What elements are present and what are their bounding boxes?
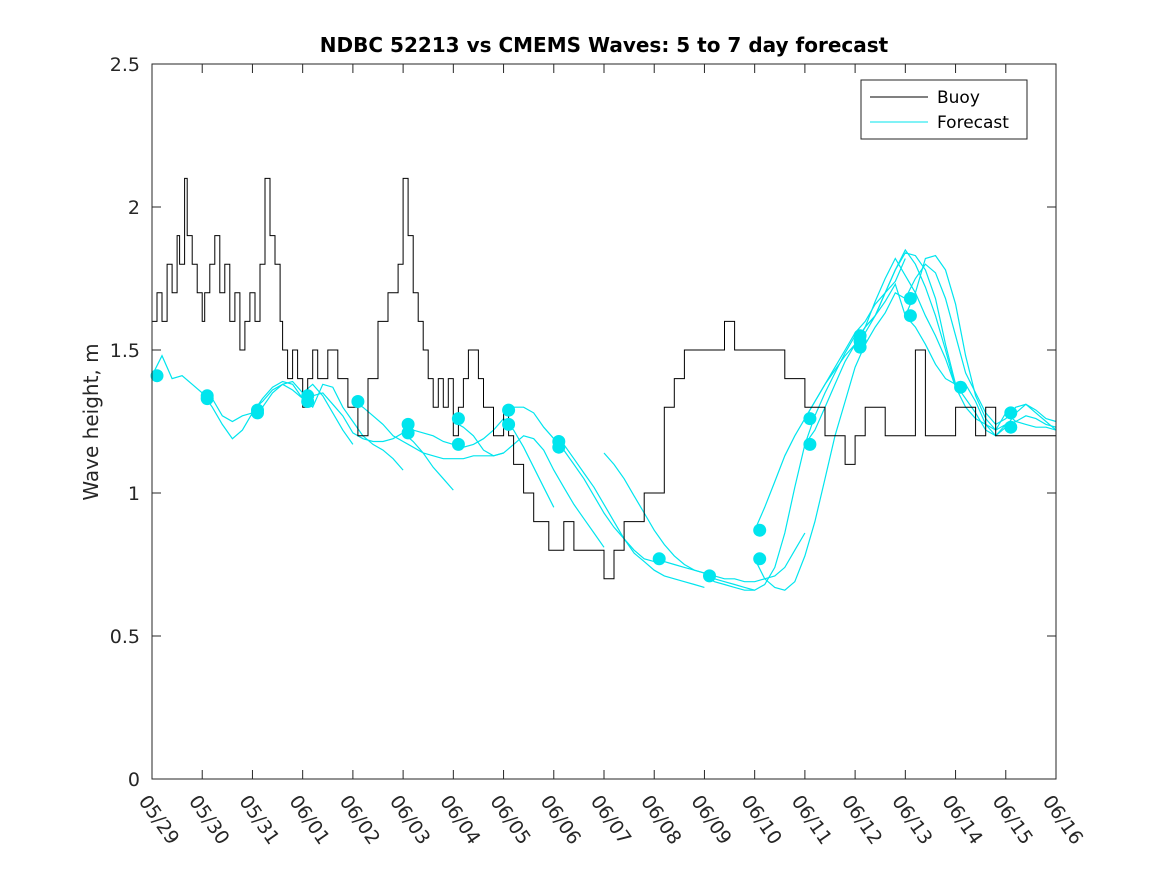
- x-tick-label-18: 06/16: [1038, 791, 1087, 848]
- x-tick-label-5: 06/03: [385, 791, 434, 848]
- x-tick-label-0: 05/29: [134, 791, 183, 848]
- axes-box: [151, 63, 1057, 780]
- chart-title: NDBC 52213 vs CMEMS Waves: 5 to 7 day fo…: [320, 33, 889, 57]
- plot-area: [150, 177, 1057, 591]
- forecast-trace-12: [754, 291, 906, 591]
- forecast-trace-14: [804, 252, 957, 445]
- x-tick-label-9: 06/07: [586, 791, 635, 848]
- forecast-marker-27: [954, 380, 968, 394]
- forecast-marker-12: [502, 403, 516, 417]
- forecast-trace-19: [904, 254, 1057, 431]
- forecast-trace-18: [904, 263, 1057, 426]
- forecast-marker-19: [753, 552, 767, 566]
- x-tick-label-3: 06/01: [285, 791, 334, 848]
- legend: Buoy Forecast: [860, 79, 1028, 140]
- buoy-series-line: [152, 177, 1056, 580]
- legend-buoy-label: Buoy: [937, 88, 980, 108]
- x-tick-label-7: 06/05: [485, 791, 534, 848]
- x-tick-label-4: 06/02: [335, 791, 384, 848]
- forecast-trace-11: [704, 335, 856, 591]
- legend-forecast-label: Forecast: [937, 113, 1009, 133]
- forecast-trace-15: [804, 257, 957, 419]
- x-tick-label-15: 06/13: [887, 791, 936, 848]
- forecast-marker-25: [903, 292, 917, 305]
- forecast-marker-4: [251, 406, 264, 420]
- y-tick-label-5: 2.5: [110, 54, 140, 76]
- x-tick-label-17: 06/15: [988, 791, 1037, 848]
- forecast-marker-24: [853, 340, 867, 354]
- x-tick-label-14: 06/12: [837, 791, 886, 848]
- forecast-marker-0: [150, 369, 164, 383]
- forecast-marker-11: [451, 437, 465, 451]
- x-tick-label-16: 06/14: [937, 791, 986, 848]
- y-axis-label: Wave height, m: [79, 343, 103, 500]
- axes: 00.511.522.505/29 05/30 05/31 06/01 06/02 06/…: [110, 54, 1088, 849]
- forecast-trace-5: [402, 417, 555, 508]
- y-tick-label-1: 0.5: [110, 626, 140, 648]
- forecast-marker-17: [703, 569, 716, 583]
- forecast-marker-7: [351, 395, 365, 408]
- forecast-marker-18: [753, 523, 767, 537]
- forecast-trace-16: [854, 248, 1007, 431]
- forecast-marker-13: [502, 417, 516, 431]
- y-tick-label-4: 2: [128, 197, 140, 219]
- x-tick-label-2: 05/31: [234, 791, 283, 848]
- x-tick-label-8: 06/06: [536, 791, 585, 848]
- y-tick-label-0: 0: [128, 769, 140, 791]
- legend-box: [860, 79, 1028, 140]
- x-tick-label-1: 05/30: [184, 791, 233, 848]
- forecast-marker-10: [451, 412, 465, 426]
- x-tick-label-10: 06/08: [636, 791, 685, 848]
- forecast-marker-9: [401, 426, 415, 440]
- forecast-trace-9: [603, 452, 755, 591]
- forecast-trace-7: [503, 406, 655, 563]
- forecast-trace-6: [453, 420, 605, 548]
- forecast-trace-10: [653, 532, 806, 583]
- forecast-trace-8: [553, 443, 705, 588]
- forecast-trace-17: [854, 282, 1007, 437]
- x-tick-label-13: 06/11: [787, 791, 836, 848]
- forecast-trace-4: [352, 400, 504, 460]
- forecast-marker-26: [903, 309, 917, 323]
- forecast-marker-21: [803, 437, 817, 451]
- forecast-trace-3: [302, 392, 454, 491]
- forecast-marker-28: [1004, 406, 1018, 420]
- forecast-trace-21: [1005, 412, 1057, 431]
- forecast-trace-0: [151, 354, 304, 440]
- x-tick-label-12: 06/10: [737, 791, 786, 848]
- forecast-marker-20: [803, 412, 817, 426]
- y-tick-label-2: 1: [128, 483, 140, 505]
- forecast-trace-13: [754, 258, 906, 531]
- forecast-marker-6: [301, 395, 315, 408]
- forecast-trace-1: [202, 380, 354, 445]
- y-tick-label-3: 1.5: [110, 340, 140, 362]
- forecast-trace-2: [252, 383, 404, 471]
- forecast-marker-15: [552, 440, 566, 454]
- x-tick-label-6: 06/04: [435, 791, 484, 848]
- forecast-marker-2: [200, 392, 214, 406]
- x-tick-label-11: 06/09: [686, 791, 735, 848]
- forecast-marker-16: [652, 552, 666, 566]
- forecast-marker-29: [1004, 420, 1018, 434]
